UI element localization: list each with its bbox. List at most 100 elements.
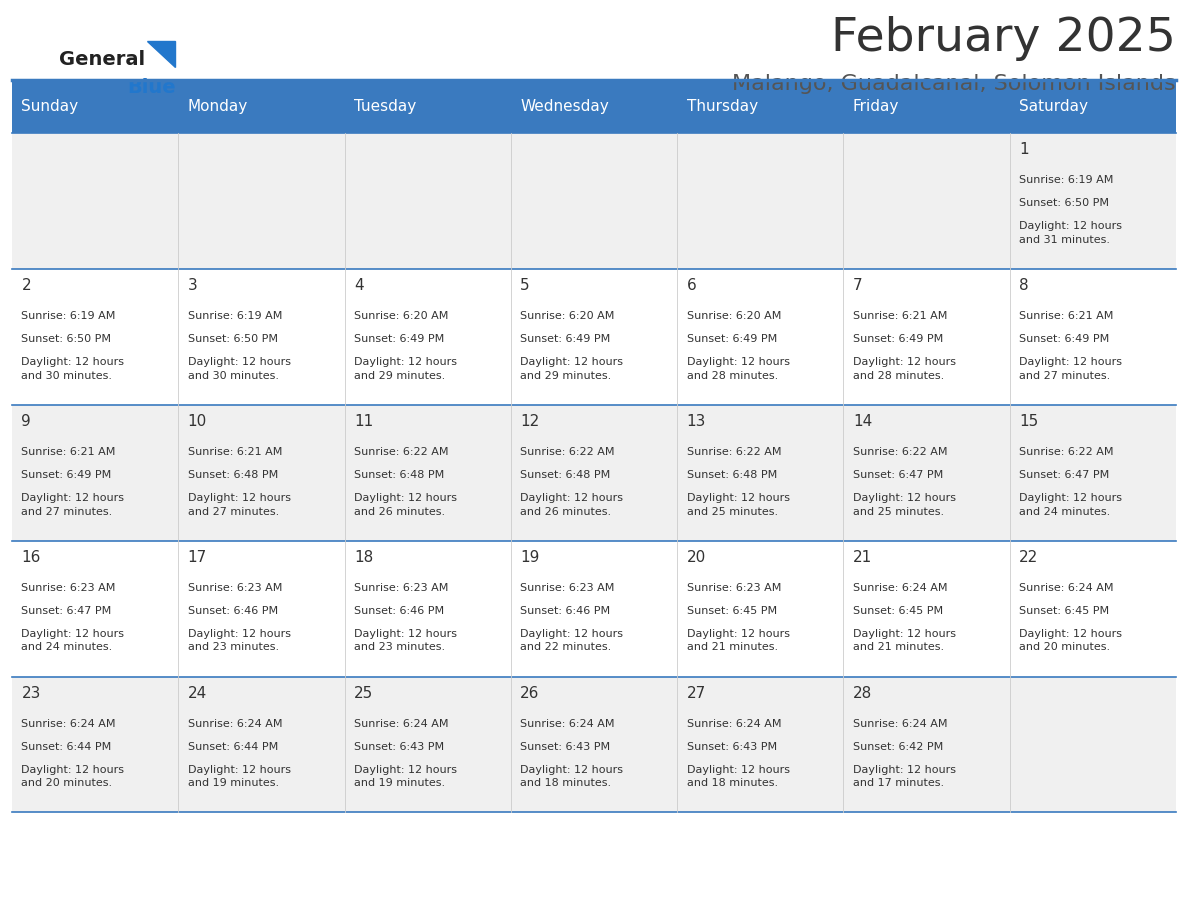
Text: 9: 9 bbox=[21, 414, 31, 429]
Text: Tuesday: Tuesday bbox=[354, 99, 416, 114]
Text: Daylight: 12 hours
and 26 minutes.: Daylight: 12 hours and 26 minutes. bbox=[354, 493, 457, 517]
Text: Daylight: 12 hours
and 19 minutes.: Daylight: 12 hours and 19 minutes. bbox=[188, 765, 291, 789]
Text: 15: 15 bbox=[1019, 414, 1038, 429]
Text: Sunrise: 6:20 AM: Sunrise: 6:20 AM bbox=[687, 311, 781, 321]
Text: Sunrise: 6:22 AM: Sunrise: 6:22 AM bbox=[520, 447, 615, 457]
Text: Daylight: 12 hours
and 26 minutes.: Daylight: 12 hours and 26 minutes. bbox=[520, 493, 624, 517]
Text: Friday: Friday bbox=[853, 99, 899, 114]
Text: Sunset: 6:48 PM: Sunset: 6:48 PM bbox=[188, 470, 278, 480]
Text: Sunset: 6:45 PM: Sunset: 6:45 PM bbox=[853, 606, 943, 616]
Text: Sunrise: 6:22 AM: Sunrise: 6:22 AM bbox=[687, 447, 782, 457]
Text: Sunrise: 6:19 AM: Sunrise: 6:19 AM bbox=[1019, 175, 1113, 185]
Text: Sunset: 6:46 PM: Sunset: 6:46 PM bbox=[354, 606, 444, 616]
Text: Daylight: 12 hours
and 24 minutes.: Daylight: 12 hours and 24 minutes. bbox=[21, 629, 125, 653]
Text: Sunrise: 6:24 AM: Sunrise: 6:24 AM bbox=[21, 719, 116, 729]
Text: Daylight: 12 hours
and 28 minutes.: Daylight: 12 hours and 28 minutes. bbox=[853, 357, 956, 381]
Text: Sunrise: 6:24 AM: Sunrise: 6:24 AM bbox=[188, 719, 283, 729]
Text: 18: 18 bbox=[354, 550, 373, 565]
Text: Malango, Guadalcanal, Solomon Islands: Malango, Guadalcanal, Solomon Islands bbox=[733, 74, 1176, 95]
Text: Daylight: 12 hours
and 17 minutes.: Daylight: 12 hours and 17 minutes. bbox=[853, 765, 956, 789]
Text: Daylight: 12 hours
and 18 minutes.: Daylight: 12 hours and 18 minutes. bbox=[520, 765, 624, 789]
FancyBboxPatch shape bbox=[1010, 269, 1176, 405]
FancyBboxPatch shape bbox=[345, 269, 511, 405]
Text: Sunrise: 6:21 AM: Sunrise: 6:21 AM bbox=[188, 447, 282, 457]
FancyBboxPatch shape bbox=[511, 677, 677, 812]
FancyBboxPatch shape bbox=[12, 677, 178, 812]
Text: Sunrise: 6:20 AM: Sunrise: 6:20 AM bbox=[520, 311, 614, 321]
Text: Sunset: 6:49 PM: Sunset: 6:49 PM bbox=[354, 334, 444, 344]
Text: Sunset: 6:47 PM: Sunset: 6:47 PM bbox=[21, 606, 112, 616]
FancyBboxPatch shape bbox=[843, 133, 1010, 269]
Text: 20: 20 bbox=[687, 550, 706, 565]
FancyBboxPatch shape bbox=[12, 133, 178, 269]
Text: Sunrise: 6:21 AM: Sunrise: 6:21 AM bbox=[21, 447, 115, 457]
Text: Daylight: 12 hours
and 20 minutes.: Daylight: 12 hours and 20 minutes. bbox=[1019, 629, 1123, 653]
Text: Sunrise: 6:23 AM: Sunrise: 6:23 AM bbox=[188, 583, 282, 593]
Text: Sunset: 6:46 PM: Sunset: 6:46 PM bbox=[188, 606, 278, 616]
Text: Daylight: 12 hours
and 20 minutes.: Daylight: 12 hours and 20 minutes. bbox=[21, 765, 125, 789]
Text: Thursday: Thursday bbox=[687, 99, 758, 114]
FancyBboxPatch shape bbox=[1010, 541, 1176, 677]
Text: 22: 22 bbox=[1019, 550, 1038, 565]
Text: Saturday: Saturday bbox=[1019, 99, 1088, 114]
Text: Daylight: 12 hours
and 18 minutes.: Daylight: 12 hours and 18 minutes. bbox=[687, 765, 790, 789]
Text: 6: 6 bbox=[687, 278, 696, 293]
Text: Sunrise: 6:23 AM: Sunrise: 6:23 AM bbox=[520, 583, 614, 593]
Text: Daylight: 12 hours
and 25 minutes.: Daylight: 12 hours and 25 minutes. bbox=[687, 493, 790, 517]
FancyBboxPatch shape bbox=[677, 269, 843, 405]
Text: 27: 27 bbox=[687, 686, 706, 700]
Text: Sunset: 6:50 PM: Sunset: 6:50 PM bbox=[188, 334, 278, 344]
Text: General: General bbox=[59, 50, 145, 69]
Text: Daylight: 12 hours
and 25 minutes.: Daylight: 12 hours and 25 minutes. bbox=[853, 493, 956, 517]
Text: Sunrise: 6:24 AM: Sunrise: 6:24 AM bbox=[853, 583, 948, 593]
Text: Sunrise: 6:20 AM: Sunrise: 6:20 AM bbox=[354, 311, 448, 321]
FancyBboxPatch shape bbox=[511, 269, 677, 405]
FancyBboxPatch shape bbox=[677, 677, 843, 812]
Text: Sunday: Sunday bbox=[21, 99, 78, 114]
FancyBboxPatch shape bbox=[511, 80, 677, 133]
FancyBboxPatch shape bbox=[12, 80, 178, 133]
Text: Sunset: 6:43 PM: Sunset: 6:43 PM bbox=[520, 742, 611, 752]
Text: Daylight: 12 hours
and 31 minutes.: Daylight: 12 hours and 31 minutes. bbox=[1019, 221, 1123, 245]
Text: Sunrise: 6:23 AM: Sunrise: 6:23 AM bbox=[687, 583, 781, 593]
Text: 28: 28 bbox=[853, 686, 872, 700]
Text: Daylight: 12 hours
and 27 minutes.: Daylight: 12 hours and 27 minutes. bbox=[188, 493, 291, 517]
Text: 7: 7 bbox=[853, 278, 862, 293]
Text: Sunset: 6:43 PM: Sunset: 6:43 PM bbox=[354, 742, 444, 752]
FancyBboxPatch shape bbox=[843, 541, 1010, 677]
Text: Sunrise: 6:22 AM: Sunrise: 6:22 AM bbox=[354, 447, 449, 457]
Text: 26: 26 bbox=[520, 686, 539, 700]
Text: Sunrise: 6:21 AM: Sunrise: 6:21 AM bbox=[1019, 311, 1113, 321]
Text: Daylight: 12 hours
and 29 minutes.: Daylight: 12 hours and 29 minutes. bbox=[354, 357, 457, 381]
Text: Daylight: 12 hours
and 21 minutes.: Daylight: 12 hours and 21 minutes. bbox=[687, 629, 790, 653]
Text: 23: 23 bbox=[21, 686, 40, 700]
Text: Sunset: 6:42 PM: Sunset: 6:42 PM bbox=[853, 742, 943, 752]
FancyBboxPatch shape bbox=[178, 405, 345, 541]
Text: Daylight: 12 hours
and 19 minutes.: Daylight: 12 hours and 19 minutes. bbox=[354, 765, 457, 789]
Text: Sunset: 6:49 PM: Sunset: 6:49 PM bbox=[520, 334, 611, 344]
Text: 19: 19 bbox=[520, 550, 539, 565]
FancyBboxPatch shape bbox=[843, 405, 1010, 541]
Text: 10: 10 bbox=[188, 414, 207, 429]
Text: Daylight: 12 hours
and 27 minutes.: Daylight: 12 hours and 27 minutes. bbox=[21, 493, 125, 517]
Text: 17: 17 bbox=[188, 550, 207, 565]
Text: Sunrise: 6:21 AM: Sunrise: 6:21 AM bbox=[853, 311, 947, 321]
Text: 1: 1 bbox=[1019, 142, 1029, 157]
Text: Sunrise: 6:22 AM: Sunrise: 6:22 AM bbox=[1019, 447, 1114, 457]
Text: Sunrise: 6:24 AM: Sunrise: 6:24 AM bbox=[853, 719, 948, 729]
Text: Sunset: 6:47 PM: Sunset: 6:47 PM bbox=[853, 470, 943, 480]
FancyBboxPatch shape bbox=[677, 133, 843, 269]
FancyBboxPatch shape bbox=[178, 541, 345, 677]
Text: 4: 4 bbox=[354, 278, 364, 293]
Text: 12: 12 bbox=[520, 414, 539, 429]
Text: Sunset: 6:44 PM: Sunset: 6:44 PM bbox=[21, 742, 112, 752]
FancyBboxPatch shape bbox=[843, 80, 1010, 133]
FancyBboxPatch shape bbox=[12, 269, 178, 405]
Text: Daylight: 12 hours
and 27 minutes.: Daylight: 12 hours and 27 minutes. bbox=[1019, 357, 1123, 381]
FancyBboxPatch shape bbox=[178, 677, 345, 812]
Text: Blue: Blue bbox=[127, 78, 176, 96]
FancyBboxPatch shape bbox=[345, 133, 511, 269]
Text: Sunset: 6:43 PM: Sunset: 6:43 PM bbox=[687, 742, 777, 752]
Text: Daylight: 12 hours
and 30 minutes.: Daylight: 12 hours and 30 minutes. bbox=[21, 357, 125, 381]
FancyBboxPatch shape bbox=[178, 269, 345, 405]
